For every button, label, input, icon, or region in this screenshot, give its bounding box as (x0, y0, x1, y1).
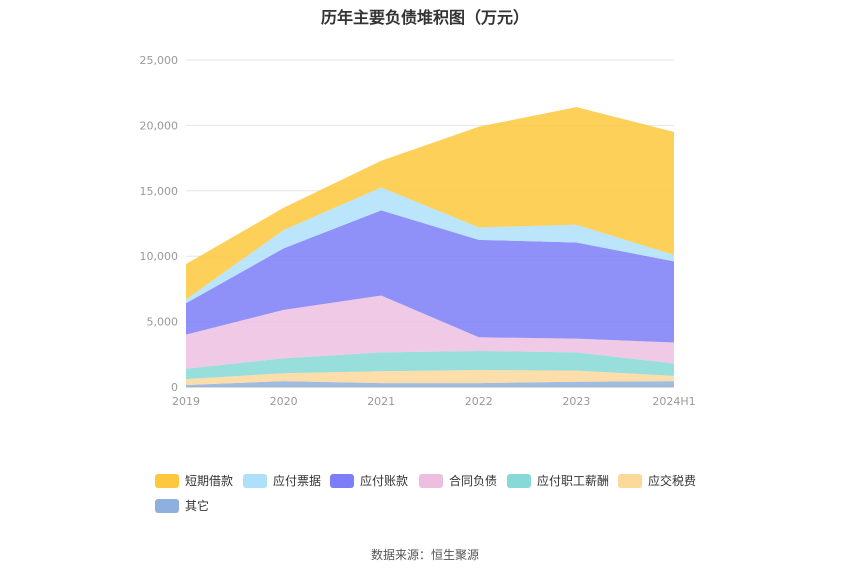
area-应付职工薪酬 (186, 351, 674, 380)
legend-item[interactable]: 应付票据 (243, 472, 321, 489)
legend-swatch (243, 473, 267, 488)
legend-swatch (330, 473, 354, 488)
legend-item[interactable]: 合同负债 (419, 472, 497, 489)
legend-label: 短期借款 (185, 474, 234, 488)
y-tick-label: 10,000 (140, 250, 179, 263)
x-tick-label: 2023 (562, 395, 590, 408)
area-series (186, 107, 674, 387)
legend-label: 应交税费 (648, 474, 697, 488)
area-合同负债 (186, 295, 674, 369)
legend-label: 应付职工薪酬 (537, 474, 610, 488)
y-tick-label: 0 (171, 381, 178, 394)
area-其它 (186, 381, 674, 387)
data-source: 数据来源：恒生聚源 (370, 548, 479, 562)
legend-item[interactable]: 其它 (155, 497, 209, 514)
legend-label: 其它 (185, 499, 210, 513)
legend-label: 合同负债 (449, 474, 498, 488)
legend-item[interactable]: 应付账款 (330, 472, 408, 489)
area-应付票据 (186, 187, 674, 304)
area-短期借款 (186, 107, 674, 300)
y-tick-label: 5,000 (147, 316, 179, 329)
legend-label: 应付账款 (360, 474, 409, 488)
y-axis: 0 5,000 10,000 15,000 20,000 25,000 (140, 54, 179, 394)
x-tick-label: 2022 (465, 395, 493, 408)
area-应付账款 (186, 210, 674, 343)
legend-label: 应付票据 (273, 474, 322, 488)
x-axis: 2019 2020 2021 2022 2023 2024H1 (172, 395, 696, 408)
legend-swatch (155, 473, 179, 488)
legend-item[interactable]: 应交税费 (618, 472, 696, 489)
legend-item[interactable]: 短期借款 (155, 472, 233, 489)
y-tick-label: 15,000 (140, 185, 179, 198)
x-tick-label: 2021 (367, 395, 395, 408)
legend-item[interactable]: 应付职工薪酬 (507, 472, 609, 489)
y-tick-label: 25,000 (140, 54, 179, 67)
x-tick-label: 2020 (270, 395, 298, 408)
x-tick-label: 2019 (172, 395, 200, 408)
area-应交税费 (186, 369, 674, 386)
legend-swatch (507, 473, 531, 488)
chart-title: 历年主要负债堆积图（万元） (320, 8, 529, 27)
x-tick-label: 2024H1 (652, 395, 695, 408)
legend-swatch (618, 473, 642, 488)
legend-swatch (155, 498, 179, 513)
y-tick-label: 20,000 (140, 119, 179, 132)
legend-swatch (419, 473, 443, 488)
